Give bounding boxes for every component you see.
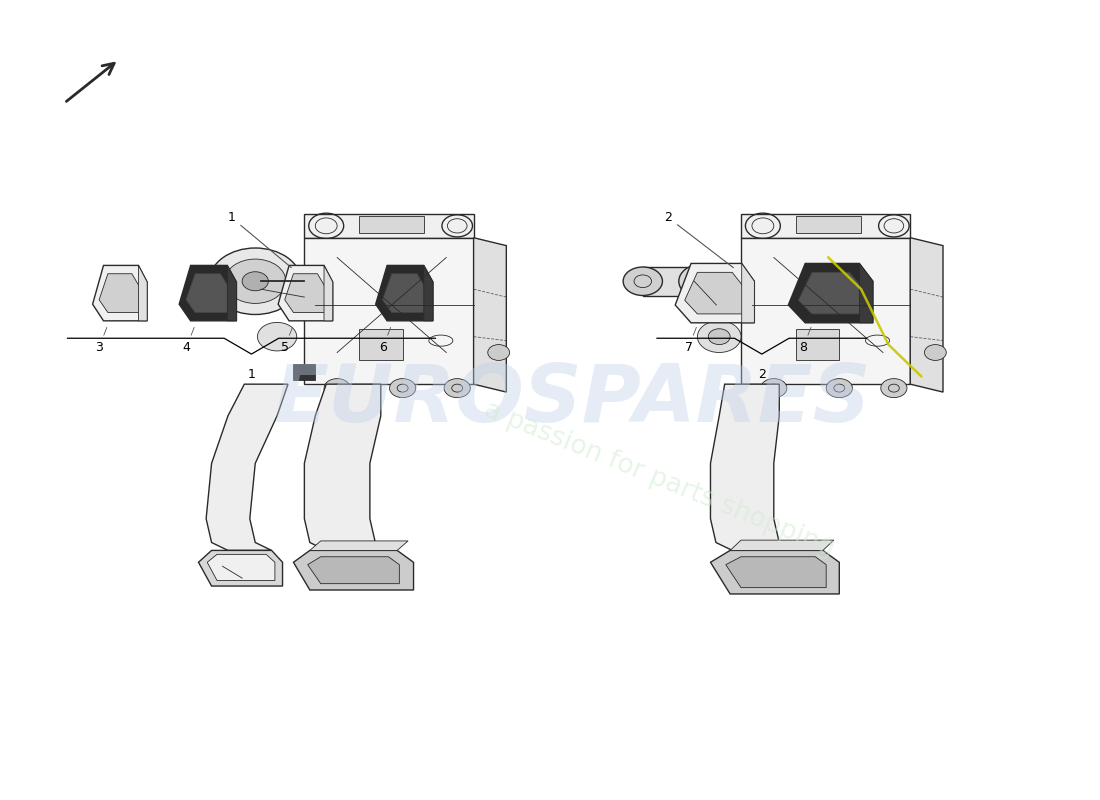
Circle shape — [389, 378, 416, 398]
Text: 5: 5 — [280, 327, 293, 354]
Polygon shape — [711, 384, 795, 550]
Circle shape — [692, 274, 714, 289]
Polygon shape — [324, 266, 333, 321]
Circle shape — [487, 345, 509, 361]
Text: 1: 1 — [228, 211, 292, 267]
Polygon shape — [376, 266, 433, 321]
Polygon shape — [179, 266, 236, 321]
Polygon shape — [642, 267, 701, 295]
Polygon shape — [305, 214, 474, 238]
Text: 7: 7 — [684, 327, 696, 354]
Polygon shape — [910, 238, 943, 392]
Polygon shape — [305, 238, 474, 384]
Polygon shape — [207, 554, 275, 581]
Text: a passion for parts shopping: a passion for parts shopping — [480, 397, 838, 562]
Polygon shape — [139, 266, 147, 321]
Polygon shape — [789, 263, 873, 323]
Text: 2: 2 — [664, 211, 734, 268]
Polygon shape — [228, 266, 236, 321]
Polygon shape — [285, 274, 324, 313]
Polygon shape — [741, 214, 910, 238]
Circle shape — [444, 378, 471, 398]
Polygon shape — [730, 540, 834, 550]
Polygon shape — [383, 274, 425, 313]
Polygon shape — [359, 215, 425, 233]
Polygon shape — [741, 238, 910, 384]
Circle shape — [224, 259, 286, 303]
Circle shape — [708, 329, 730, 345]
Polygon shape — [675, 263, 755, 323]
Polygon shape — [741, 263, 755, 323]
Text: 8: 8 — [800, 327, 811, 354]
Circle shape — [209, 248, 301, 314]
Polygon shape — [198, 550, 283, 586]
Circle shape — [679, 264, 727, 298]
Text: 1: 1 — [248, 368, 255, 382]
Text: 6: 6 — [379, 327, 390, 354]
Polygon shape — [684, 272, 743, 314]
Circle shape — [623, 267, 662, 295]
Polygon shape — [99, 274, 140, 313]
Circle shape — [257, 322, 297, 351]
Polygon shape — [294, 550, 414, 590]
Circle shape — [881, 378, 907, 398]
Polygon shape — [310, 541, 408, 550]
Polygon shape — [711, 550, 839, 594]
Circle shape — [324, 378, 350, 398]
Polygon shape — [795, 215, 861, 233]
Circle shape — [761, 378, 786, 398]
Polygon shape — [92, 266, 147, 321]
Text: 2: 2 — [758, 368, 766, 382]
Polygon shape — [294, 364, 316, 380]
Polygon shape — [799, 272, 860, 314]
Polygon shape — [305, 384, 392, 550]
Polygon shape — [359, 329, 403, 361]
Polygon shape — [308, 557, 399, 584]
Polygon shape — [186, 274, 228, 313]
Circle shape — [697, 321, 741, 353]
Polygon shape — [206, 384, 288, 550]
Text: 4: 4 — [183, 327, 195, 354]
Polygon shape — [474, 238, 506, 392]
Polygon shape — [424, 266, 433, 321]
Text: EUROSPARES: EUROSPARES — [273, 361, 870, 439]
Circle shape — [924, 345, 946, 361]
Polygon shape — [859, 263, 873, 323]
Polygon shape — [278, 266, 333, 321]
Polygon shape — [795, 329, 839, 361]
Text: 3: 3 — [96, 327, 107, 354]
Polygon shape — [726, 557, 826, 588]
Circle shape — [242, 272, 268, 290]
Circle shape — [826, 378, 852, 398]
